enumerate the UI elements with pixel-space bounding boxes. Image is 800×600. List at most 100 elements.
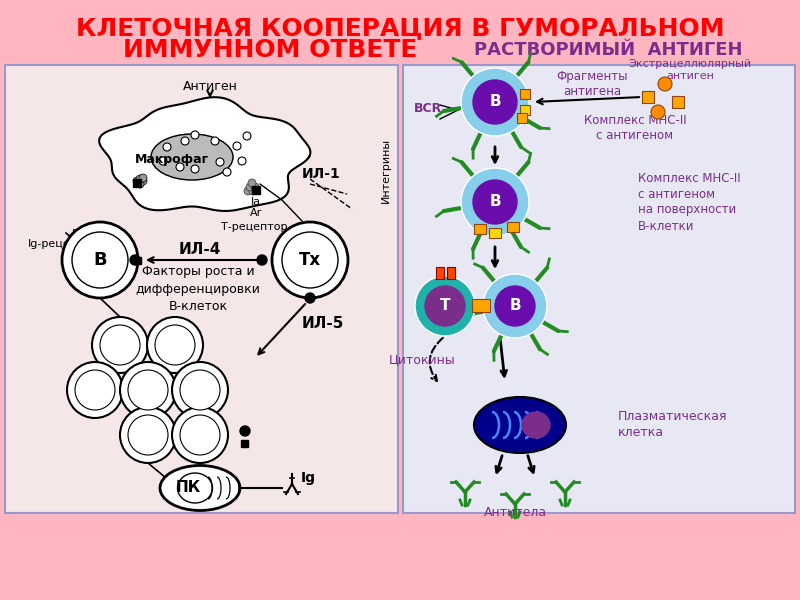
Text: Макрофаг: Макрофаг: [135, 154, 209, 166]
Bar: [436, 267, 444, 279]
Circle shape: [67, 362, 123, 418]
Circle shape: [216, 158, 224, 166]
Text: КЛЕТОЧНАЯ КООПЕРАЦИЯ В ГУМОРАЛЬНОМ: КЛЕТОЧНАЯ КООПЕРАЦИЯ В ГУМОРАЛЬНОМ: [76, 16, 724, 40]
Text: BCR: BCR: [414, 102, 442, 115]
Circle shape: [92, 317, 148, 373]
Circle shape: [658, 77, 672, 91]
Text: Комплекс МНС-II
с антигеном: Комплекс МНС-II с антигеном: [584, 114, 686, 142]
Circle shape: [191, 131, 199, 139]
Text: Тх: Тх: [299, 251, 321, 269]
Ellipse shape: [474, 397, 566, 453]
Circle shape: [176, 163, 184, 171]
Circle shape: [75, 370, 115, 410]
Circle shape: [120, 407, 176, 463]
Text: Цитокины: Цитокины: [389, 353, 455, 366]
Circle shape: [272, 222, 348, 298]
Text: Комплекс МНС-II
с антигеном
на поверхности
В-клетки: Комплекс МНС-II с антигеном на поверхнос…: [638, 172, 741, 232]
Circle shape: [155, 325, 195, 365]
Text: Экстрацеллюлярный
антиген: Экстрацеллюлярный антиген: [629, 59, 751, 81]
Circle shape: [240, 426, 250, 436]
Text: ИММУННОМ ОТВЕТЕ: ИММУННОМ ОТВЕТЕ: [123, 38, 417, 62]
Circle shape: [180, 415, 220, 455]
Circle shape: [180, 370, 220, 410]
Circle shape: [136, 180, 144, 188]
Bar: [472, 299, 490, 312]
Circle shape: [181, 137, 189, 145]
Circle shape: [461, 68, 529, 136]
Bar: [520, 89, 530, 99]
Text: ПК: ПК: [175, 481, 201, 496]
Ellipse shape: [151, 134, 233, 180]
Circle shape: [147, 317, 203, 373]
Circle shape: [495, 286, 535, 326]
Circle shape: [120, 362, 176, 418]
Circle shape: [305, 293, 315, 303]
Ellipse shape: [522, 412, 550, 438]
Text: Интегрины: Интегрины: [381, 137, 391, 203]
Text: Антитела: Антитела: [483, 506, 546, 519]
Text: ИЛ-5: ИЛ-5: [302, 316, 344, 331]
Circle shape: [461, 168, 529, 236]
Circle shape: [248, 179, 256, 187]
FancyBboxPatch shape: [5, 65, 398, 513]
Circle shape: [282, 232, 338, 288]
Text: Ia: Ia: [251, 197, 261, 207]
Circle shape: [130, 255, 140, 265]
Bar: [134, 257, 141, 264]
Bar: [474, 224, 486, 234]
Circle shape: [483, 274, 547, 338]
Text: Факторы роста и
дифференцировки
В-клеток: Факторы роста и дифференцировки В-клеток: [135, 265, 261, 313]
Bar: [672, 96, 684, 108]
Circle shape: [136, 175, 144, 183]
Bar: [520, 105, 530, 115]
Text: Ar: Ar: [250, 208, 262, 218]
Text: Фрагменты
антигена: Фрагменты антигена: [556, 70, 628, 98]
Circle shape: [249, 187, 257, 195]
Circle shape: [133, 177, 141, 185]
Ellipse shape: [178, 473, 213, 503]
Circle shape: [62, 222, 138, 298]
Circle shape: [128, 415, 168, 455]
Bar: [506, 223, 518, 232]
Text: РАСТВОРИМЫЙ  АНТИГЕН: РАСТВОРИМЫЙ АНТИГЕН: [474, 41, 742, 59]
FancyBboxPatch shape: [403, 65, 795, 513]
Circle shape: [473, 180, 517, 224]
Bar: [252, 186, 260, 194]
Text: В: В: [489, 94, 501, 109]
Text: В: В: [489, 194, 501, 209]
Polygon shape: [99, 97, 310, 211]
Bar: [642, 91, 654, 103]
Circle shape: [243, 132, 251, 140]
Text: Ig: Ig: [301, 471, 315, 485]
Text: ИЛ-1: ИЛ-1: [302, 167, 341, 181]
Circle shape: [172, 362, 228, 418]
Circle shape: [233, 142, 241, 150]
Circle shape: [72, 232, 128, 288]
Circle shape: [159, 157, 167, 165]
Circle shape: [191, 165, 199, 173]
Circle shape: [246, 183, 254, 191]
Circle shape: [473, 80, 517, 124]
Circle shape: [223, 168, 231, 176]
Circle shape: [128, 370, 168, 410]
Text: Т-рецептор: Т-рецептор: [221, 222, 287, 232]
Text: Плазматическая
клетка: Плазматическая клетка: [618, 410, 727, 439]
Circle shape: [100, 325, 140, 365]
Circle shape: [244, 187, 252, 195]
Circle shape: [415, 276, 475, 336]
Circle shape: [257, 255, 267, 265]
Text: Т: Т: [440, 298, 450, 313]
Ellipse shape: [160, 466, 240, 511]
Circle shape: [139, 177, 147, 185]
Circle shape: [163, 143, 171, 151]
Text: В: В: [93, 251, 107, 269]
Text: ИЛ-4: ИЛ-4: [179, 241, 221, 257]
Circle shape: [651, 105, 665, 119]
Circle shape: [172, 407, 228, 463]
Bar: [447, 267, 455, 279]
Bar: [241, 440, 248, 447]
Text: В: В: [509, 298, 521, 313]
Bar: [133, 179, 141, 187]
Bar: [517, 113, 527, 122]
Circle shape: [425, 286, 465, 326]
